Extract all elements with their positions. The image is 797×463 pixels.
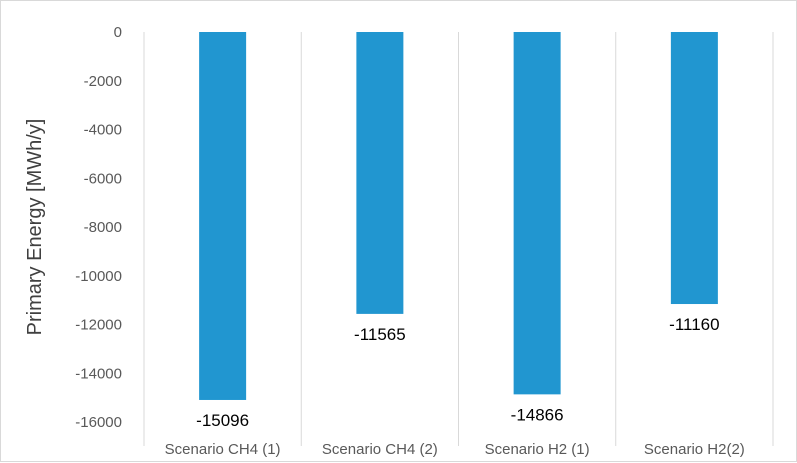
y-tick-label: -2000: [84, 73, 122, 90]
y-tick-label: -8000: [84, 219, 122, 236]
bar: [356, 32, 404, 314]
label-layer: 0 -2000 -4000 -6000 -8000 -10000 -12000 -14000 -…: [75, 24, 745, 458]
y-tick-label: -10000: [75, 268, 122, 285]
data-label: -14866: [511, 405, 564, 424]
bar: [199, 32, 247, 400]
y-tick-label: -4000: [84, 122, 122, 139]
data-label: -11565: [354, 325, 406, 344]
y-tick-label: -12000: [75, 317, 122, 334]
category-label: Scenario H2(2): [644, 441, 745, 458]
bar: [670, 32, 718, 305]
category-label: Scenario CH4 (2): [322, 441, 438, 458]
category-label: Scenario CH4 (1): [165, 441, 281, 458]
y-tick-label: -14000: [75, 365, 122, 382]
category-label: Scenario H2 (1): [485, 441, 590, 458]
y-axis-title: Primary Energy [MWh/y]: [24, 119, 46, 336]
bar: [513, 32, 561, 395]
data-label: -11160: [669, 315, 719, 334]
bar-layer: [199, 32, 718, 400]
grid-layer: [143, 32, 774, 446]
y-tick-label: -6000: [84, 170, 122, 187]
y-tick-label: -16000: [75, 414, 122, 431]
y-tick-label: 0: [114, 24, 122, 41]
data-label: -15096: [196, 411, 249, 430]
